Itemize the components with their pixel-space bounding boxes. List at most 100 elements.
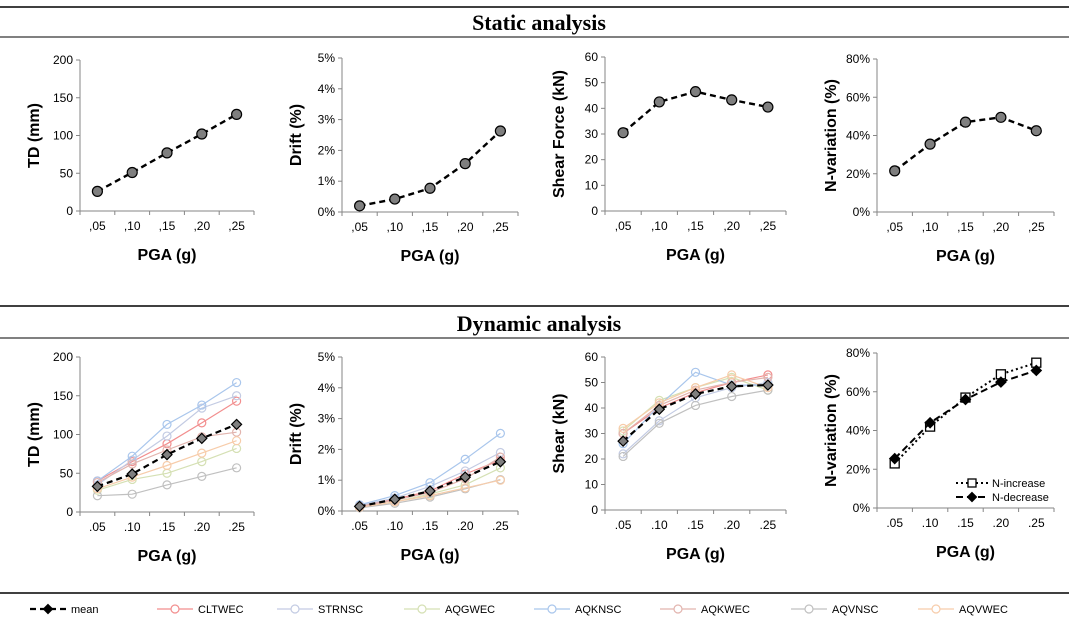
data-point (126, 468, 139, 480)
y-tick-label: 0% (318, 205, 336, 219)
y-axis-label: Drift (%) (288, 403, 305, 465)
series-line (96, 113, 238, 193)
y-tick-label: 20 (585, 153, 599, 167)
legend-label: CLTWEC (198, 604, 244, 616)
series-mean (617, 379, 774, 447)
chart-s3: 0 10 20 30 40 50 60 ,05 ,10 ,15 ,20 ,25 PGA (g) Shear… (551, 50, 787, 264)
data-point (232, 396, 242, 406)
data-point (618, 423, 628, 433)
x-tick-label: .05 (89, 520, 106, 534)
data-point (161, 448, 173, 461)
x-tick-label: ,05 (89, 219, 106, 233)
data-point (888, 452, 901, 465)
chart-s2: 0% 1% 2% 3% 4% 5% ,05 ,10 ,15 ,20 ,25 PGA (g) Drift … (288, 51, 519, 265)
x-tick-label: .15 (957, 516, 974, 530)
y-axis-label: TD (mm) (26, 103, 43, 168)
legend-marker (417, 604, 427, 614)
data-point (1030, 125, 1042, 137)
data-point (354, 200, 366, 212)
data-point (495, 428, 505, 438)
data-point (690, 400, 701, 411)
series-mean (617, 86, 774, 139)
data-point (689, 388, 702, 400)
x-tick-label: .15 (687, 518, 704, 532)
data-point (196, 128, 208, 140)
data-point (959, 393, 972, 406)
x-tick-label: ,10 (124, 219, 141, 233)
series-aqvwec (92, 436, 242, 494)
data-point (232, 391, 242, 401)
series-mean (889, 111, 1042, 177)
series-mean (354, 125, 506, 212)
data-point (727, 370, 737, 380)
chart-d1: 0 50 100 150 200 .05 .10 .15 .20 .25 PGA (g) TD (mm… (26, 350, 255, 565)
data-point (127, 459, 137, 469)
x-axis-label: PGA (g) (401, 248, 460, 265)
y-tick-label: 150 (53, 91, 73, 105)
data-point (726, 94, 738, 106)
series-mean (91, 418, 243, 493)
y-tick-label: 60 (585, 350, 599, 364)
x-tick-label: .15 (159, 520, 176, 534)
x-tick-label: .05 (615, 518, 632, 532)
x-tick-label: ,20 (723, 219, 740, 233)
data-point (654, 418, 664, 428)
y-tick-label: 5% (318, 350, 336, 364)
legend-marker (931, 604, 941, 614)
x-tick-label: .15 (422, 519, 439, 533)
x-tick-label: ,15 (687, 219, 704, 233)
series-n-increase (889, 357, 1042, 469)
x-tick-label: ,10 (651, 219, 668, 233)
x-tick-label: ,20 (993, 220, 1010, 234)
data-point (995, 376, 1007, 388)
data-point (689, 86, 702, 98)
series-line (893, 116, 1037, 172)
x-axis-label: PGA (g) (138, 548, 197, 565)
chart-d3: 0 10 20 30 40 50 60 .05 .10 .15 .20 .25 PGA (g) Shear… (551, 350, 787, 563)
data-point (618, 451, 628, 462)
y-axis-label: Shear (kN) (551, 393, 568, 473)
y-tick-label: 20% (846, 167, 870, 181)
x-axis-label: PGA (g) (666, 546, 725, 563)
legend-label: STRNSC (318, 604, 363, 616)
y-tick-label: 1% (318, 174, 336, 188)
x-tick-label: ,15 (957, 220, 974, 234)
series-line (622, 374, 769, 429)
x-tick-label: .20 (993, 516, 1010, 530)
data-point (424, 485, 436, 497)
y-tick-label: 3% (318, 412, 336, 426)
legend-label: N-decrease (992, 492, 1049, 504)
legend-marker (170, 604, 180, 614)
data-point (762, 101, 774, 113)
series-line (97, 467, 237, 497)
y-axis-label: Drift (%) (288, 104, 305, 166)
data-point (690, 367, 701, 377)
y-tick-label: 50 (585, 76, 599, 90)
data-point (91, 185, 104, 197)
series-line (97, 382, 237, 482)
data-point (232, 463, 242, 473)
data-point (924, 416, 936, 429)
x-tick-label: .25 (228, 520, 245, 534)
data-point (231, 108, 243, 120)
x-axis-label: PGA (g) (138, 247, 197, 264)
y-tick-label: 100 (53, 428, 73, 442)
series-line (97, 423, 238, 488)
data-point (162, 460, 172, 471)
data-point (653, 403, 666, 416)
data-point (889, 165, 901, 177)
y-tick-label: 0% (853, 501, 871, 515)
y-tick-label: 40% (846, 129, 870, 143)
data-point (460, 483, 470, 493)
legend-label: AQGWEC (445, 604, 495, 616)
y-tick-label: 40% (846, 424, 870, 438)
y-tick-label: 80% (846, 52, 870, 66)
x-tick-label: ,05 (615, 219, 632, 233)
data-point (653, 96, 665, 108)
y-tick-label: 50 (60, 166, 74, 180)
x-axis-label: PGA (g) (401, 547, 460, 564)
x-tick-label: ,25 (228, 219, 245, 233)
y-axis-label: TD (mm) (26, 402, 43, 467)
legend-item-cltwec: CLTWEC (157, 604, 244, 616)
